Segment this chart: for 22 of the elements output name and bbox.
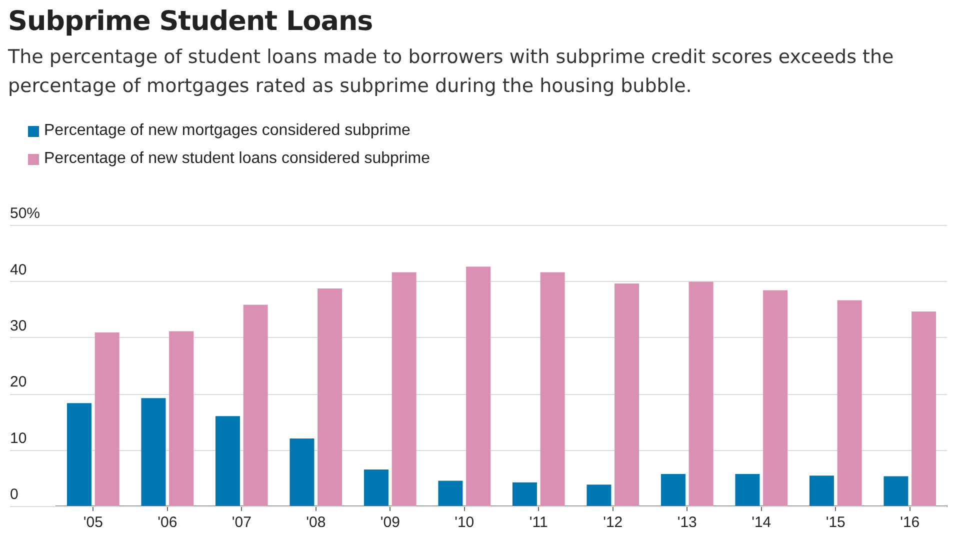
x-tick-label: '09	[380, 514, 400, 532]
x-tick-label: '15	[826, 514, 846, 532]
y-tick-label: 50%	[10, 205, 40, 222]
x-tick-label: '08	[306, 514, 326, 532]
y-tick-label: 20	[10, 374, 27, 391]
x-tick-label: '13	[677, 514, 697, 532]
y-tick-label: 10	[10, 430, 27, 447]
x-tick-label: '11	[529, 514, 548, 532]
chart-title: Subprime Student Loans	[8, 6, 374, 37]
legend-label: Percentage of new student loans considered subprime	[44, 150, 430, 168]
y-tick-label: 30	[10, 318, 27, 335]
y-tick-label: 40	[10, 261, 27, 278]
x-tick-label: '12	[603, 514, 623, 532]
x-tick-label: '07	[232, 514, 252, 532]
x-tick-label: '14	[752, 514, 772, 532]
chart-subtitle: The percentage of student loans made to borrowers with subprime credit scores exceeds the percentage of mortgages rated as subprime during the housing bubble.	[8, 45, 895, 99]
y-tick-label: 0	[10, 486, 18, 504]
x-tick-label: '06	[158, 514, 178, 532]
legend-label: Percentage of new mortgages considered subprime	[44, 122, 410, 140]
x-tick-label: '10	[454, 514, 474, 532]
x-tick-label: '16	[900, 514, 920, 532]
x-tick-label: '05	[83, 514, 103, 532]
